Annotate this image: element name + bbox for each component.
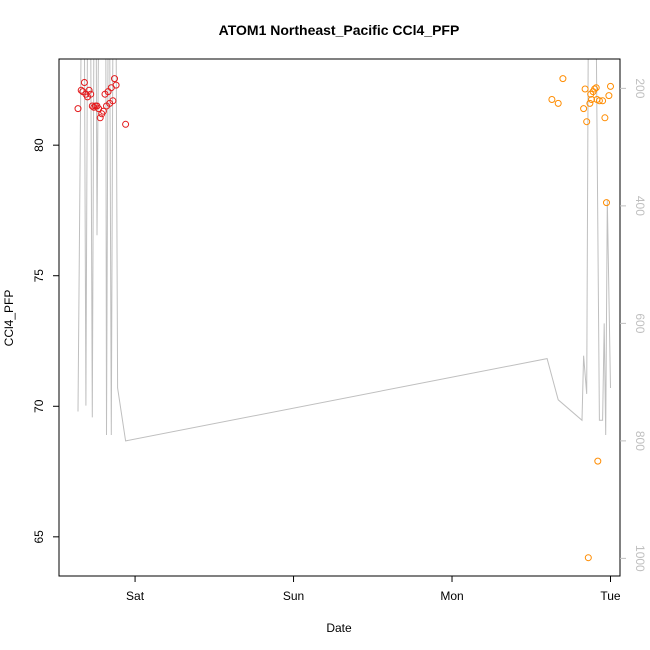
series-line-2 [77,59,611,442]
x-tick-label-2: Mon [440,589,463,603]
data-point-s1-2 [559,75,567,83]
data-point-s0-6 [85,86,93,94]
y-tick-label-1: 70 [32,399,46,413]
data-point-s0-1 [77,86,85,94]
y2-tick-label-2: 600 [633,313,647,333]
data-point-s1-17 [601,114,609,122]
data-point-s1-19 [605,92,613,100]
y-axis-right: 200 400 600 800 1000 [620,78,647,572]
y2-tick-label-4: 1000 [633,545,647,572]
data-point-s1-3 [580,105,588,113]
x-tick-label-1: Sun [283,589,304,603]
y-axis-label: CCl4_PFP [2,290,16,347]
data-point-s1-14 [594,457,602,465]
plot-area [74,59,614,562]
data-point-s1-5 [583,118,591,126]
data-point-s1-6 [584,554,592,562]
data-point-s1-7 [586,99,594,107]
x-tick-label-3: Tue [600,589,621,603]
data-point-s1-0 [548,96,556,103]
y-tick-label-2: 75 [32,269,46,283]
data-point-s1-18 [603,199,610,207]
data-point-s1-15 [595,97,603,105]
y-axis-left: 65 70 75 80 [32,138,59,544]
data-point-s0-7 [87,90,95,98]
data-point-s1-4 [581,85,589,93]
y2-tick-label-3: 800 [633,431,647,451]
data-point-s0-8 [88,102,96,110]
data-point-s1-11 [591,85,599,93]
data-point-s1-1 [554,99,562,107]
x-axis-label: Date [326,621,352,635]
x-axis: Sat Sun Mon Tue [126,576,621,603]
y-tick-label-0: 65 [32,530,46,544]
data-point-s0-9 [90,103,98,111]
data-point-s0-3 [80,79,88,86]
data-point-s1-12 [592,84,600,92]
series-line-group [77,59,611,442]
data-point-s0-0 [74,105,82,113]
data-point-s0-13 [96,114,104,122]
data-point-s1-20 [607,82,614,90]
data-point-s0-23 [112,81,120,89]
data-point-s0-15 [99,107,107,115]
plot-frame [58,58,621,577]
chart-title: ATOM1 Northeast_Pacific CCl4_PFP [219,22,460,38]
series-points-group [74,75,614,562]
x-tick-label-0: Sat [126,589,145,603]
data-point-s1-16 [599,97,607,105]
data-point-s0-22 [111,75,118,83]
data-point-s0-24 [122,120,130,128]
y2-tick-label-0: 200 [633,78,647,98]
y-tick-label-3: 80 [32,138,46,152]
y2-tick-label-1: 400 [633,196,647,216]
data-point-s0-21 [109,97,117,105]
